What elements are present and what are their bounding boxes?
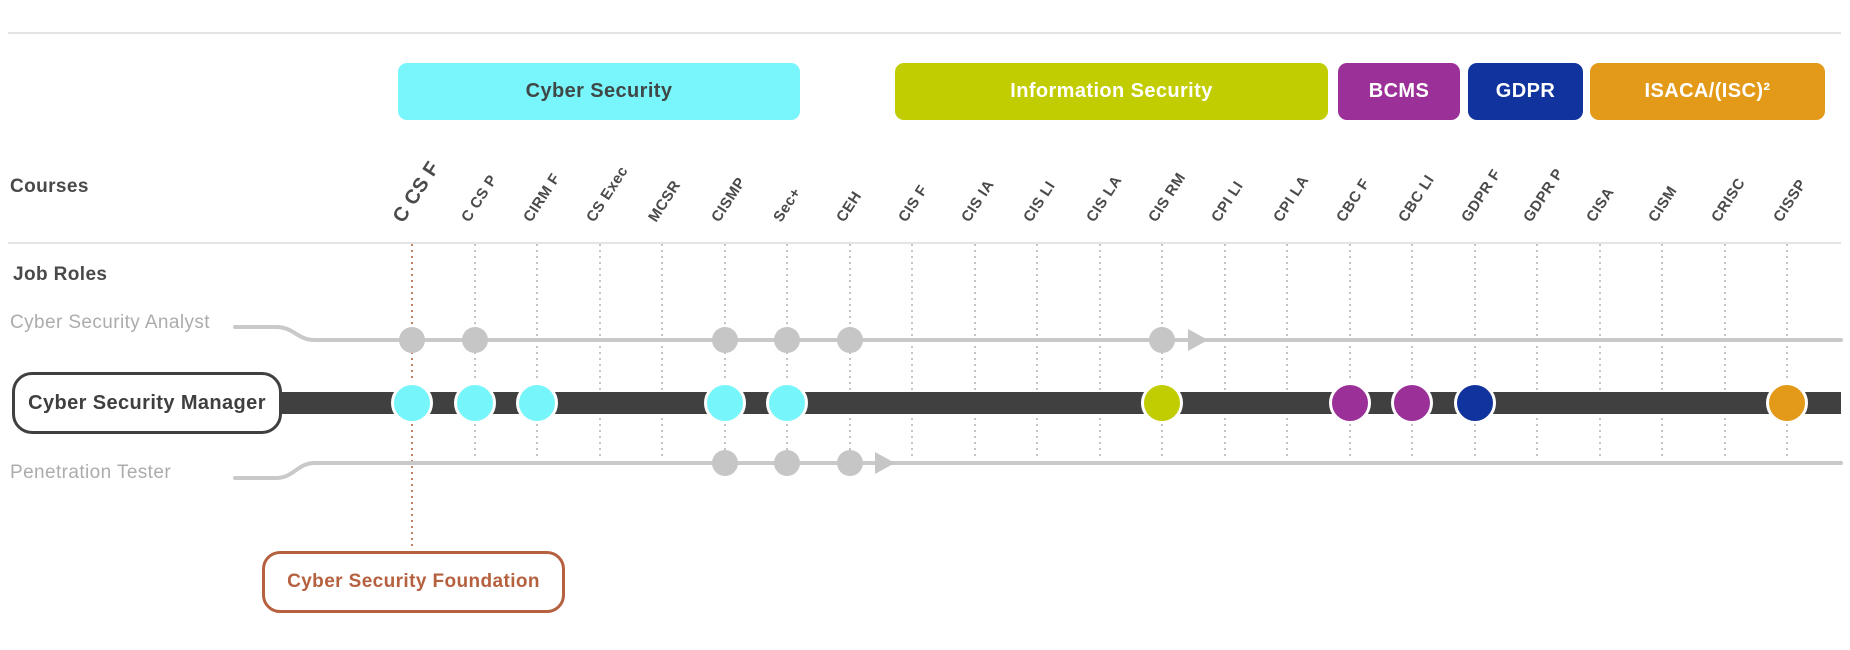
category-band-gdpr: GDPR (1468, 63, 1583, 120)
course-label-cismp[interactable]: CISMP (708, 174, 749, 225)
course-label-cs-exec[interactable]: CS Exec (583, 163, 631, 225)
course-dot-penetration-tester-cismp[interactable] (712, 450, 738, 476)
category-band-bcms: BCMS (1338, 63, 1460, 120)
row-line-cyber-security-analyst (233, 325, 1843, 342)
course-dot-penetration-tester-sec[interactable] (774, 450, 800, 476)
job-roles-heading: Job Roles (13, 264, 108, 285)
course-label-cism[interactable]: CISM (1645, 183, 1681, 225)
course-label-cbc-f[interactable]: CBC F (1333, 176, 1373, 225)
course-label-cissp[interactable]: CISSP (1770, 176, 1810, 225)
course-label-cis-f[interactable]: CIS F (895, 182, 931, 225)
category-band-cyber-security: Cyber Security (398, 63, 800, 120)
course-label-cpi-li[interactable]: CPI LI (1208, 178, 1247, 225)
manager-box-label: Cyber Security Manager (28, 391, 266, 414)
course-dot-analyst-c-cs-f[interactable] (399, 327, 425, 353)
course-label-sec[interactable]: Sec+ (770, 185, 804, 225)
category-band-label: GDPR (1495, 80, 1556, 102)
course-dot-manager-cbc-li[interactable] (1391, 382, 1433, 424)
course-label-cis-li[interactable]: CIS LI (1020, 178, 1059, 225)
category-band-label: Information Security (1010, 80, 1213, 102)
course-label-c-cs-p[interactable]: C CS P (458, 172, 501, 225)
course-dot-manager-cismp[interactable] (704, 382, 746, 424)
course-label-gdpr-f[interactable]: GDPR F (1458, 166, 1504, 225)
course-dot-manager-gdpr-f[interactable] (1454, 382, 1496, 424)
arrow-right-icon-penetration-tester (875, 452, 895, 474)
course-dot-manager-c-cs-p[interactable] (454, 382, 496, 424)
course-label-cis-la[interactable]: CIS LA (1083, 173, 1125, 226)
role-label-penetration-tester[interactable]: Penetration Tester (10, 462, 172, 483)
course-dot-penetration-tester-ceh[interactable] (837, 450, 863, 476)
course-label-cis-rm[interactable]: CIS RM (1145, 170, 1189, 225)
course-dot-analyst-cismp[interactable] (712, 327, 738, 353)
course-dot-manager-sec[interactable] (766, 382, 808, 424)
category-band-label: ISACA/(ISC)² (1644, 80, 1771, 102)
course-label-c-cs-f[interactable]: C CS F (389, 158, 444, 227)
course-label-cpi-la[interactable]: CPI LA (1270, 173, 1312, 226)
tooltip-label: Cyber Security Foundation (287, 571, 540, 592)
category-band-label: BCMS (1368, 80, 1430, 102)
course-tooltip: Cyber Security Foundation (262, 551, 565, 613)
course-dot-manager-cissp[interactable] (1766, 382, 1808, 424)
courses-heading: Courses (10, 176, 89, 197)
course-label-cisa[interactable]: CISA (1583, 185, 1618, 226)
role-label-cyber-security-analyst[interactable]: Cyber Security Analyst (10, 312, 210, 333)
course-label-crisc[interactable]: CRISC (1708, 175, 1749, 225)
course-label-cis-ia[interactable]: CIS IA (958, 177, 998, 225)
course-dot-manager-cbc-f[interactable] (1329, 382, 1371, 424)
course-dot-manager-cis-rm[interactable] (1141, 382, 1183, 424)
course-label-ceh[interactable]: CEH (833, 188, 865, 225)
course-dot-analyst-sec[interactable] (774, 327, 800, 353)
course-dot-manager-c-cs-f[interactable] (391, 382, 433, 424)
category-band-information-security: Information Security (895, 63, 1328, 120)
course-label-gdpr-p[interactable]: GDPR P (1520, 166, 1567, 226)
course-dot-manager-cirm-f[interactable] (516, 382, 558, 424)
row-line-penetration-tester (233, 461, 1843, 480)
category-band-isaca-isc: ISACA/(ISC)² (1590, 63, 1825, 120)
row-bar-cyber-security-manager (268, 392, 1841, 414)
category-band-label: Cyber Security (525, 80, 673, 102)
course-label-mcsr[interactable]: MCSR (645, 178, 684, 226)
course-dot-analyst-c-cs-p[interactable] (462, 327, 488, 353)
course-dot-analyst-cis-rm[interactable] (1149, 327, 1175, 353)
arrow-right-icon-analyst (1188, 329, 1208, 351)
course-label-cbc-li[interactable]: CBC LI (1395, 172, 1438, 225)
role-selected-cyber-security-manager[interactable]: Cyber Security Manager (12, 372, 282, 434)
course-label-cirm-f[interactable]: CIRM F (520, 171, 564, 226)
course-dot-analyst-ceh[interactable] (837, 327, 863, 353)
